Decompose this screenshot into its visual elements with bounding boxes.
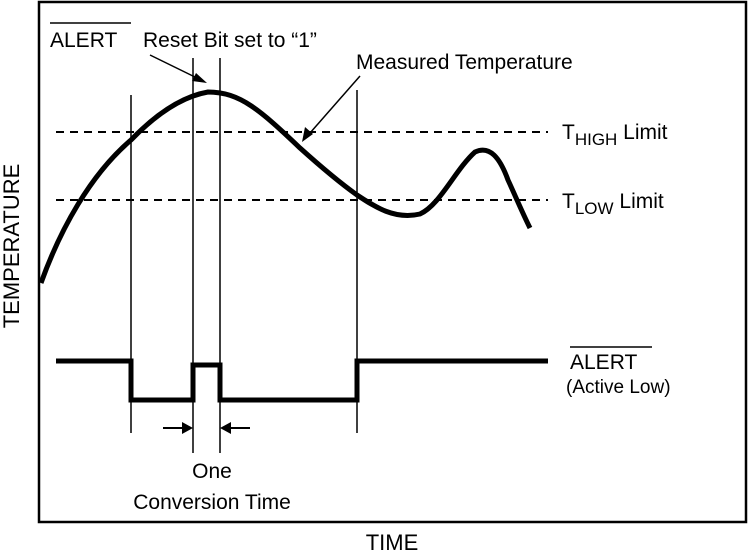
plot-frame (37, 0, 748, 524)
reset-bit-pointer-line (149, 54, 200, 80)
measured-temperature-curve (38, 89, 533, 284)
measured-temperature-pointer-arrowhead (302, 127, 313, 142)
reset-bit-label: Reset Bit set to “1” (143, 29, 317, 52)
conversion-arrow-left-head (182, 422, 193, 434)
alert-waveform (56, 358, 548, 403)
reset-bit-pointer-arrowhead (192, 73, 207, 83)
t-low-symbol: T (562, 190, 575, 213)
conversion-time-label-line1: One (192, 460, 232, 483)
measured-temperature-label: Measured Temperature (356, 51, 573, 74)
reset-bit-alert-label: ALERT (50, 29, 117, 52)
x-axis-label: TIME (366, 530, 419, 552)
t-high-limit-word: Limit (617, 121, 667, 144)
t-high-subscript: HIGH (575, 130, 618, 149)
t-low-limit-word: Limit (614, 190, 664, 213)
conversion-time-label-line2: Conversion Time (133, 491, 291, 514)
t-high-limit-label: THIGH Limit (562, 121, 668, 149)
t-low-subscript: LOW (575, 199, 614, 218)
measured-temperature-pointer-line (309, 75, 361, 134)
alert-output-label: ALERT (570, 351, 637, 374)
t-high-symbol: T (562, 121, 575, 144)
t-low-limit-label: TLOW Limit (562, 190, 664, 218)
conversion-arrow-right-head (220, 422, 231, 434)
alert-active-low-note: (Active Low) (566, 377, 671, 398)
y-axis-label: TEMPERATURE (0, 164, 24, 329)
